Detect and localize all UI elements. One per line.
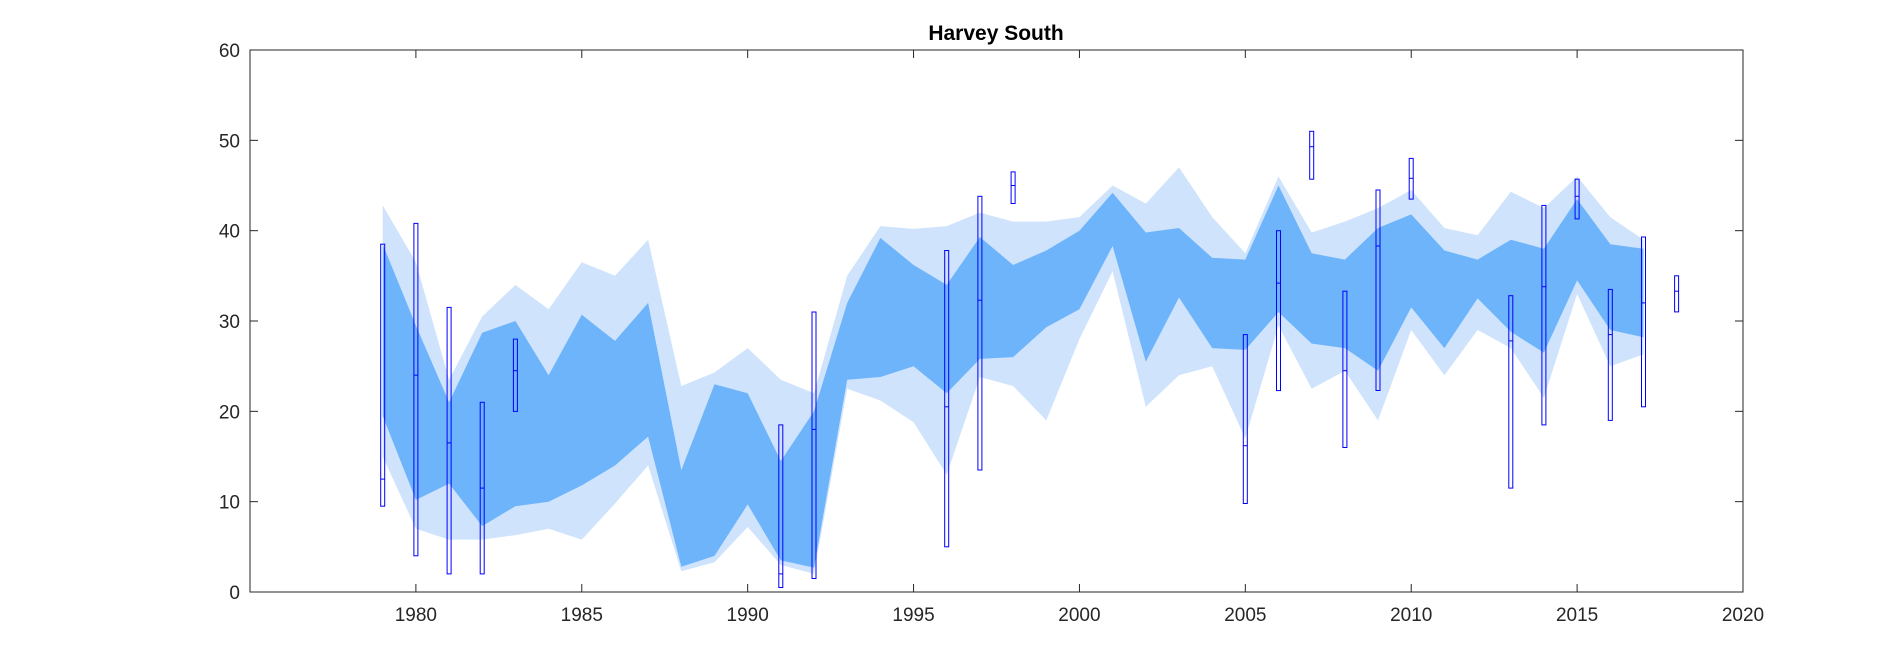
observation-range <box>778 424 784 588</box>
observation-box-2015 <box>1574 178 1580 220</box>
observation-box-1982 <box>479 401 485 575</box>
observation-box-2017 <box>1641 236 1646 408</box>
x-tick-label: 2015 <box>1556 605 1598 626</box>
y-tick-label: 10 <box>219 493 240 514</box>
observation-range <box>1309 130 1315 180</box>
observation-box-2013 <box>1508 295 1514 489</box>
observation-box-1991 <box>778 424 784 588</box>
observation-box-2005 <box>1242 334 1248 504</box>
y-tick-label: 20 <box>219 402 240 423</box>
observation-range <box>1574 178 1580 220</box>
observations-layer <box>380 130 1680 588</box>
x-tick-label: 1980 <box>395 605 437 626</box>
bands-layer <box>382 167 1644 574</box>
observation-range <box>1010 171 1016 204</box>
observation-range <box>1607 288 1613 421</box>
observation-box-1979 <box>380 243 386 507</box>
observation-box-2008 <box>1342 290 1348 449</box>
observation-box-2009 <box>1375 189 1381 391</box>
y-tick-label: 40 <box>219 222 240 243</box>
observation-box-1980 <box>413 222 419 557</box>
observation-box-2014 <box>1541 204 1547 426</box>
x-tick-label: 1995 <box>892 605 934 626</box>
x-tick-label: 2010 <box>1390 605 1432 626</box>
x-tick-label: 2020 <box>1722 605 1764 626</box>
observation-range <box>1242 334 1248 504</box>
observation-range <box>811 311 817 579</box>
x-tick-label: 1990 <box>727 605 769 626</box>
inner-band <box>382 185 1644 568</box>
observation-range <box>1342 290 1348 449</box>
observation-range <box>944 250 950 548</box>
observation-box-2016 <box>1607 288 1613 421</box>
observation-range <box>413 222 419 557</box>
y-tick-label: 50 <box>219 131 240 152</box>
chart-title: Harvey South <box>928 22 1063 45</box>
observation-box-1992 <box>811 311 817 579</box>
observation-range <box>1375 189 1381 391</box>
ticks-layer: 1980 1985 1990 1995 2000 2005 2010 2015 2020 0 10 2… <box>219 41 1764 626</box>
observation-box-2007 <box>1309 130 1315 180</box>
observation-range <box>446 306 452 575</box>
observation-box-1981 <box>446 306 452 575</box>
y-tick-label: 30 <box>219 312 240 333</box>
observation-box-2018 <box>1674 275 1680 313</box>
x-tick-label: 1985 <box>561 605 603 626</box>
x-tick-label: 2005 <box>1224 605 1266 626</box>
observation-range <box>1508 295 1514 489</box>
observation-range <box>1674 275 1680 313</box>
observation-box-1996 <box>944 250 950 548</box>
observation-range <box>1276 230 1281 392</box>
observation-box-2010 <box>1408 157 1414 200</box>
x-tick-label: 2000 <box>1058 605 1100 626</box>
y-tick-label: 60 <box>219 41 240 62</box>
observation-box-1997 <box>977 195 983 471</box>
observation-range <box>1641 236 1646 408</box>
observation-range <box>1541 204 1547 426</box>
observation-range <box>380 243 386 507</box>
observation-box-1998 <box>1010 171 1016 204</box>
observation-box-1983 <box>512 338 518 412</box>
observation-range <box>977 195 983 471</box>
observation-box-2006 <box>1276 230 1281 392</box>
observation-range <box>512 338 518 412</box>
y-tick-label: 0 <box>229 583 240 604</box>
